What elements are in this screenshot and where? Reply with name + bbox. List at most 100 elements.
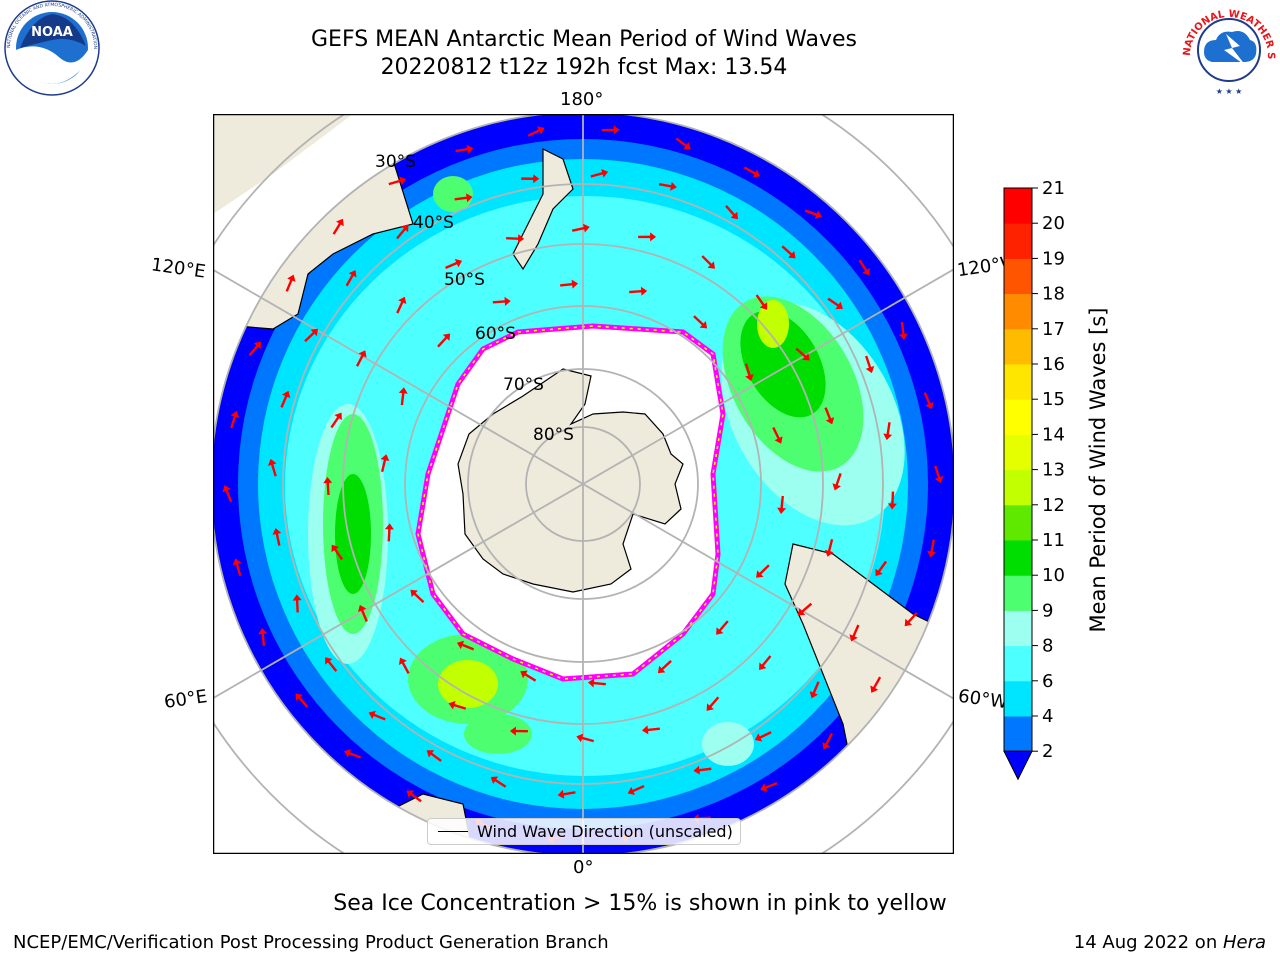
wind-wave-arrow [384,523,394,542]
wind-wave-arrow [658,181,677,191]
colorbar: 2 4 6 8 9 10 11 12 13 14 15 16 17 18 19 20 21 [1003,180,1065,781]
wind-wave-arrow [248,341,262,357]
wind-wave-arrow [927,539,937,558]
wind-wave-arrow [706,696,720,711]
wind-wave-arrow [380,454,390,473]
colorbar-tick-label: 16 [1042,354,1065,375]
lat-label-30s: 30°S [375,152,416,172]
wind-wave-arrow [627,784,645,796]
wind-wave-arrow [898,322,908,341]
wind-wave-arrow [230,410,240,429]
colorbar-tick-label: 6 [1042,671,1053,692]
colorbar-tick-label: 12 [1042,495,1065,516]
graticule [213,114,954,854]
colorbar-tick-label: 4 [1042,706,1053,727]
wind-wave-arrow [827,297,843,310]
sea-ice-edge-yellow [417,325,724,680]
wind-wave-arrow [797,602,813,616]
wind-wave-arrow [509,726,528,736]
colorbar-segment [1004,575,1032,611]
wave-patch [438,660,498,708]
wind-wave-arrow [258,627,268,646]
colorbar-tick-label: 8 [1042,636,1053,657]
wind-wave-arrow [781,245,796,259]
wind-wave-arrow [396,296,407,314]
map-legend: Wind Wave Direction (unscaled) [427,818,741,845]
wind-wave-arrow [587,678,606,688]
wind-wave-arrow [280,390,291,408]
legend-label: Wind Wave Direction (unscaled) [477,822,733,841]
wind-wave-arrow [760,782,778,792]
wind-wave-arrow [398,657,410,675]
wind-wave-arrow [520,670,537,682]
wind-wave-arrow [934,465,944,484]
footer-date-text: 14 Aug 2022 on [1073,932,1223,953]
wind-wave-arrow [437,333,451,348]
wind-wave-arrow [410,589,425,603]
lat-label-40s: 40°S [413,213,454,233]
colorbar-segment [1004,399,1032,435]
colorbar-segment [1004,716,1032,752]
wind-wave-arrow [576,733,595,743]
wind-wave-arrow [809,681,820,699]
wind-wave-arrow [456,640,475,651]
wind-wave-arrow [870,676,882,693]
sea-ice-note: Sea Ice Concentration > 15% is shown in … [333,891,947,916]
wind-wave-arrow [824,539,834,557]
new-zealand-land [512,148,574,271]
lat-label-70s: 70°S [503,375,544,395]
footer-host: Hera [1222,932,1266,953]
lat-label-80s: 80°S [533,425,574,445]
wind-wave-arrow [358,604,368,622]
noaa-logo: NOAA NATIONAL OCEANIC AND ATMOSPHERIC AD… [0,0,100,96]
legend-line-sample [438,831,468,832]
nws-logo: NATIONAL WEATHER SERVICE ★ ★ ★ [1178,0,1276,97]
colorbar-tick-label: 18 [1042,284,1065,305]
wind-wave-arrow [398,387,408,406]
colorbar-tick-label: 13 [1042,460,1065,481]
polar-map [213,114,954,854]
colorbar-tick-label: 11 [1042,530,1065,551]
colorbar-segment [1004,434,1032,471]
wind-wave-arrow [445,258,463,269]
wind-wave-arrow [232,558,242,577]
wave-patch [335,474,371,594]
wind-wave-arrow [304,328,319,343]
wind-wave-arrow [590,168,609,178]
colorbar-segment [1004,223,1032,259]
wind-wave-arrow [754,731,772,742]
colorbar-segment [1004,645,1032,682]
wind-wave-arrow [849,624,860,642]
colorbar-segment [1004,328,1032,365]
antarctica-land [457,368,684,593]
colorbar-label: Mean Period of Wind Waves [s] [1086,307,1110,633]
wind-wave-arrow [772,426,783,444]
wind-wave-arrow [557,789,576,799]
wind-wave-arrow [406,790,422,803]
wind-wave-arrow [332,218,344,235]
wind-wave-arrow [396,224,409,240]
wind-wave-arrow [330,412,342,429]
wind-wave-arrow [601,125,620,135]
wind-wave-arrow [492,296,511,306]
lat-label-50s: 50°S [444,270,485,290]
wind-wave-arrow [272,528,282,546]
colorbar-segment [1004,258,1032,295]
wind-wave-arrow [743,166,761,178]
wind-wave-arrow [388,176,407,186]
wind-wave-arrow [455,144,474,154]
colorbar-segment [1004,364,1032,400]
wind-wave-arrow [571,223,590,233]
map-panel: 30°S 40°S 50°S 60°S 70°S 80°S [213,114,954,854]
wind-wave-arrow [657,659,672,674]
wind-wave-arrow [756,564,770,578]
wind-wave-arrow [865,355,875,374]
wind-wave-arrow [716,620,729,635]
wind-wave-arrow [883,422,893,441]
wind-wave-arrow [345,270,357,287]
wind-wave-arrow [222,485,233,503]
wind-wave-arrow [701,255,715,269]
wind-wave-arrow [355,350,367,367]
forecast-subtitle: 20220812 t12z 192h fcst Max: 13.54 [380,55,788,80]
wave-patch [702,722,754,766]
